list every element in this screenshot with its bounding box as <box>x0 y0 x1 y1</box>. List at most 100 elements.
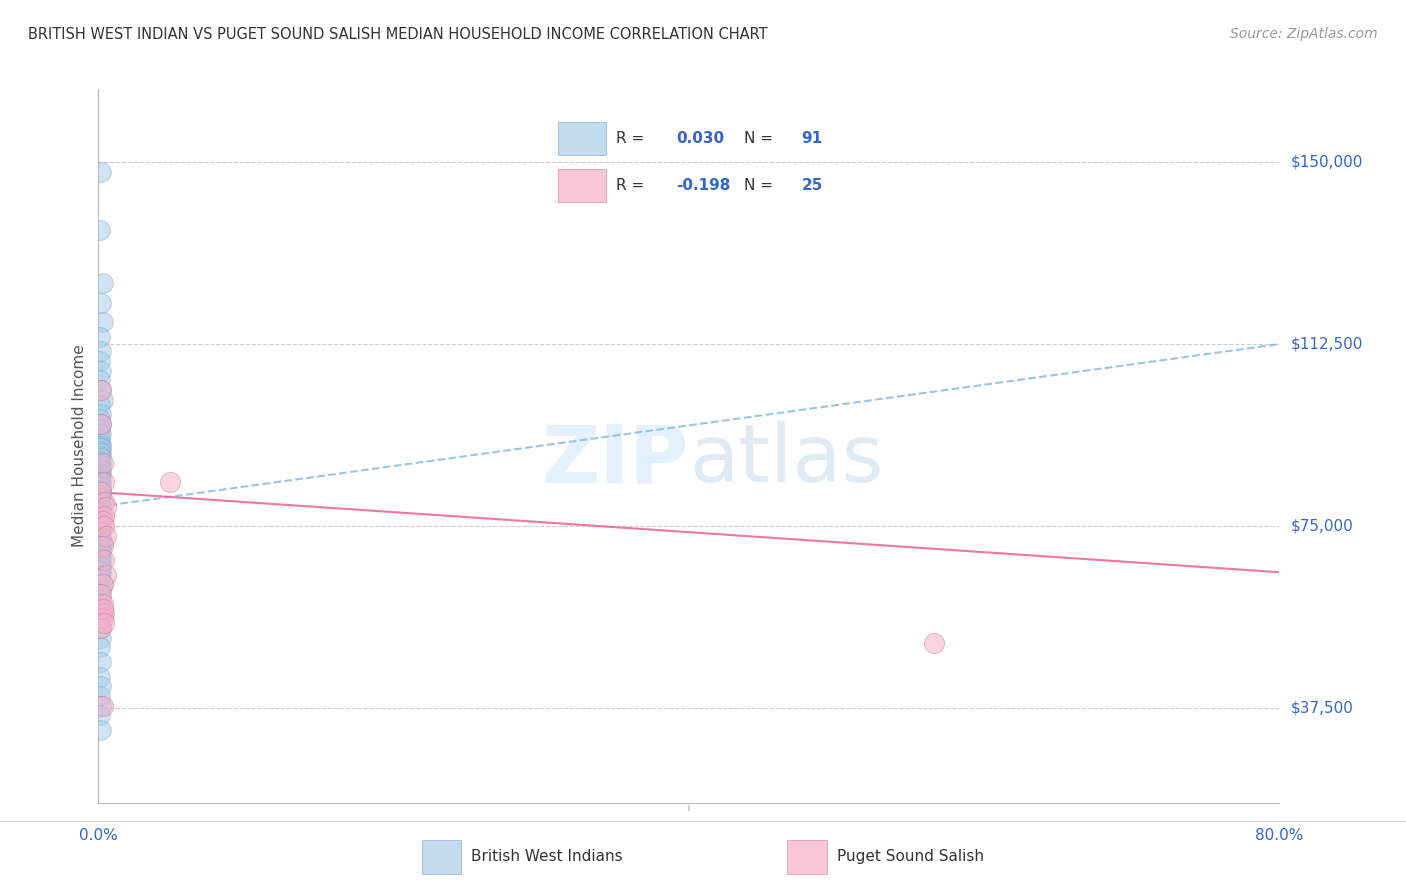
Point <box>89 548 111 562</box>
Point <box>922 635 945 649</box>
Text: atlas: atlas <box>689 421 883 500</box>
Point <box>94 567 117 582</box>
Point <box>90 524 112 538</box>
Point <box>89 460 111 475</box>
Point <box>89 507 111 521</box>
Point <box>89 470 111 484</box>
Point <box>90 383 112 397</box>
Point <box>90 723 112 737</box>
Point <box>89 478 111 492</box>
Text: ZIP: ZIP <box>541 421 689 500</box>
Point <box>89 449 111 463</box>
Point <box>89 522 111 536</box>
Text: Puget Sound Salish: Puget Sound Salish <box>837 849 984 863</box>
Point <box>94 529 117 543</box>
Point <box>90 417 112 432</box>
Point <box>93 495 115 509</box>
Point <box>90 426 112 441</box>
Point <box>90 344 112 359</box>
Point <box>90 591 112 606</box>
Point <box>89 354 111 368</box>
Point <box>91 514 114 528</box>
Point <box>89 466 111 480</box>
Text: BRITISH WEST INDIAN VS PUGET SOUND SALISH MEDIAN HOUSEHOLD INCOME CORRELATION CH: BRITISH WEST INDIAN VS PUGET SOUND SALIS… <box>28 27 768 42</box>
Point <box>90 582 112 597</box>
Point <box>89 487 111 501</box>
Point <box>89 708 111 723</box>
Point <box>89 495 111 509</box>
Point <box>90 436 112 450</box>
Point <box>90 463 112 477</box>
Point <box>93 519 115 533</box>
Point <box>90 565 112 579</box>
Point <box>90 611 112 625</box>
Point <box>89 553 111 567</box>
Point <box>89 500 111 514</box>
Point <box>89 601 111 615</box>
Point <box>91 315 114 329</box>
Point <box>90 451 112 466</box>
Point <box>90 475 112 490</box>
Point <box>89 398 111 412</box>
Point <box>89 512 111 526</box>
Point <box>89 573 111 587</box>
Point <box>90 621 112 635</box>
Point <box>90 295 112 310</box>
Point <box>93 607 115 621</box>
Text: $75,000: $75,000 <box>1291 518 1354 533</box>
Y-axis label: Median Household Income: Median Household Income <box>72 344 87 548</box>
Point <box>90 485 112 500</box>
Point <box>89 558 111 572</box>
Point <box>90 383 112 397</box>
Point <box>90 587 112 601</box>
Text: Source: ZipAtlas.com: Source: ZipAtlas.com <box>1230 27 1378 41</box>
Point <box>93 475 115 490</box>
Point <box>93 616 115 631</box>
Point <box>90 446 112 460</box>
Point <box>89 567 111 582</box>
Point <box>89 374 111 388</box>
Text: $150,000: $150,000 <box>1291 154 1362 169</box>
Text: N =: N = <box>744 178 778 193</box>
Point <box>90 165 112 179</box>
Point <box>91 611 114 625</box>
Point <box>89 539 111 553</box>
Point <box>91 577 114 591</box>
Point <box>89 483 111 497</box>
Point <box>90 531 112 545</box>
Point <box>91 577 114 591</box>
Point <box>89 473 111 487</box>
Text: 91: 91 <box>801 130 823 145</box>
Text: $37,500: $37,500 <box>1291 700 1354 715</box>
Text: -0.198: -0.198 <box>676 178 731 193</box>
Point <box>90 560 112 574</box>
Point <box>90 679 112 693</box>
Point <box>90 468 112 483</box>
Point <box>90 502 112 516</box>
Point <box>91 539 114 553</box>
Point <box>89 670 111 684</box>
Point <box>91 597 114 611</box>
Point <box>94 500 117 514</box>
Point <box>89 504 111 518</box>
Text: R =: R = <box>616 178 650 193</box>
Point <box>90 546 112 560</box>
Point <box>93 553 115 567</box>
Point <box>89 526 111 541</box>
Point <box>91 456 114 470</box>
Point <box>90 550 112 565</box>
Text: 25: 25 <box>801 178 823 193</box>
Point <box>90 519 112 533</box>
Point <box>91 601 114 615</box>
Point <box>89 640 111 655</box>
FancyBboxPatch shape <box>558 122 606 154</box>
Point <box>90 556 112 570</box>
Text: R =: R = <box>616 130 650 145</box>
Point <box>90 485 112 500</box>
Point <box>90 509 112 524</box>
Point <box>89 587 111 601</box>
Point <box>91 392 114 407</box>
Point <box>90 364 112 378</box>
Point <box>93 509 115 524</box>
Point <box>89 516 111 531</box>
